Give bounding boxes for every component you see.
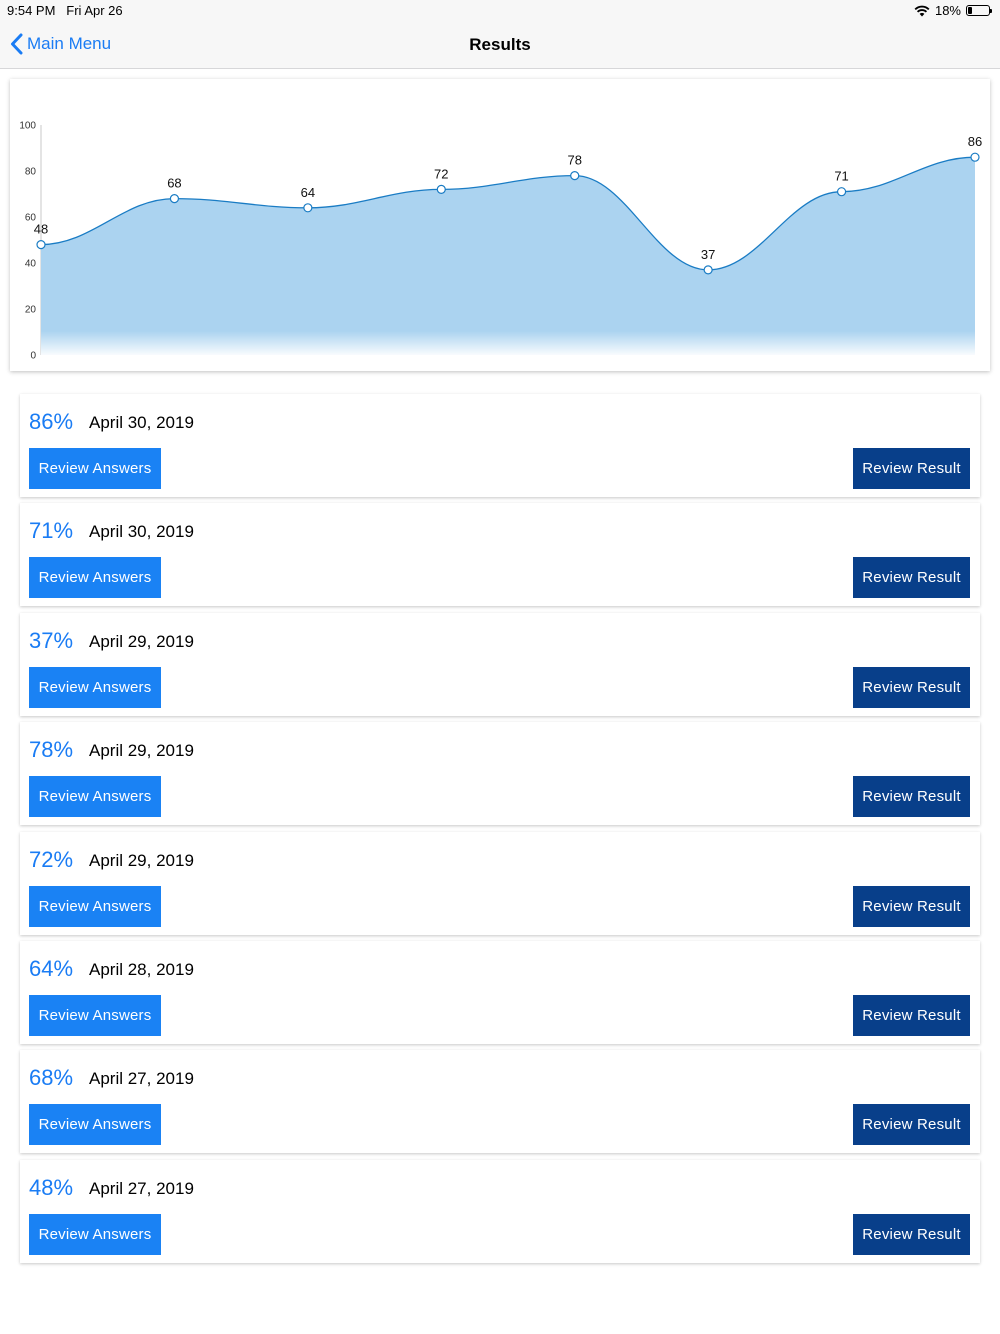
results-chart: 0 20 40 60 80 100 48 68 64 72 78 37 71 86 xyxy=(19,121,982,362)
chart-area-fade xyxy=(41,331,975,357)
review-answers-button[interactable]: Review Answers xyxy=(29,885,161,927)
chart-point xyxy=(703,265,713,275)
chart-data-label: 68 xyxy=(167,176,181,191)
review-result-button[interactable]: Review Result xyxy=(853,1213,970,1255)
chevron-left-icon xyxy=(11,33,23,55)
review-result-button[interactable]: Review Result xyxy=(853,885,970,927)
y-tick-label: 100 xyxy=(19,121,36,132)
result-date: April 29, 2019 xyxy=(89,850,194,870)
chart-data-label: 78 xyxy=(567,153,581,168)
chart-data-label: 72 xyxy=(434,166,448,181)
review-result-button[interactable]: Review Result xyxy=(853,448,970,489)
chart-point xyxy=(436,184,446,195)
wifi-icon xyxy=(914,5,930,16)
back-button[interactable]: Main Menu xyxy=(10,33,111,55)
result-percent: 37% xyxy=(29,627,74,653)
review-answers-button[interactable]: Review Answers xyxy=(29,1104,161,1146)
y-tick-label: 60 xyxy=(25,213,37,224)
chart-data-label: 37 xyxy=(701,247,715,262)
review-answers-button[interactable]: Review Answers xyxy=(29,1213,161,1255)
result-percent: 78% xyxy=(29,737,74,763)
result-date: April 30, 2019 xyxy=(89,522,194,542)
result-date: April 29, 2019 xyxy=(89,741,194,761)
chart-point xyxy=(836,187,847,197)
chart-line xyxy=(40,156,976,271)
result-date: April 30, 2019 xyxy=(89,413,194,432)
result-percent: 71% xyxy=(29,518,74,544)
y-tick-label: 40 xyxy=(25,259,37,270)
status-bar: 9:54 PM Fri Apr 26 18% xyxy=(0,0,1000,22)
y-tick-label: 20 xyxy=(25,305,37,316)
chart-data-label: 48 xyxy=(34,222,48,237)
review-result-button[interactable]: Review Result xyxy=(853,776,970,818)
chart-data-label: 71 xyxy=(834,169,848,184)
review-result-button[interactable]: Review Result xyxy=(853,557,970,599)
result-card: 78% April 29, 2019 Review Answers Review… xyxy=(20,722,980,826)
chart-point xyxy=(970,152,980,162)
result-card: 48% April 27, 2019 Review Answers Review… xyxy=(20,1159,980,1263)
result-date: April 27, 2019 xyxy=(89,1069,194,1089)
result-date: April 28, 2019 xyxy=(89,959,194,979)
battery-percent: 18% xyxy=(934,3,961,18)
battery-icon xyxy=(966,5,992,16)
chart-point xyxy=(303,203,313,213)
result-percent: 86% xyxy=(29,409,74,434)
result-percent: 48% xyxy=(29,1174,74,1200)
review-result-button[interactable]: Review Result xyxy=(853,666,970,708)
result-card: 68% April 27, 2019 Review Answers Review… xyxy=(20,1050,980,1154)
back-button-label: Main Menu xyxy=(27,34,112,53)
result-card: 64% April 28, 2019 Review Answers Review… xyxy=(20,940,980,1044)
status-time: 9:54 PM Fri Apr 26 xyxy=(7,3,123,18)
chart-data-label: 86 xyxy=(968,134,982,149)
y-tick-label: 80 xyxy=(25,167,37,178)
result-percent: 64% xyxy=(29,955,74,981)
chart-point xyxy=(169,193,180,204)
nav-bar: Main Menu Results xyxy=(0,22,1000,69)
review-result-button[interactable]: Review Result xyxy=(853,1104,970,1146)
result-card: 72% April 29, 2019 Review Answers Review… xyxy=(20,831,980,935)
chart-data-label: 64 xyxy=(301,185,315,200)
review-answers-button[interactable]: Review Answers xyxy=(29,776,161,818)
review-answers-button[interactable]: Review Answers xyxy=(29,666,161,708)
result-percent: 68% xyxy=(29,1065,74,1091)
result-date: April 29, 2019 xyxy=(89,631,194,651)
review-result-button[interactable]: Review Result xyxy=(853,994,970,1036)
result-card: 86% April 30, 2019 Review Answers Review… xyxy=(20,394,980,497)
y-tick-label: 0 xyxy=(30,351,36,362)
result-date: April 27, 2019 xyxy=(89,1178,194,1198)
result-card: 71% April 30, 2019 Review Answers Review… xyxy=(20,503,980,607)
page-title: Results xyxy=(469,35,531,54)
review-answers-button[interactable]: Review Answers xyxy=(29,994,161,1036)
review-answers-button[interactable]: Review Answers xyxy=(29,557,161,599)
chart-point xyxy=(36,240,46,250)
results-chart-card: 0 20 40 60 80 100 48 68 64 72 78 37 71 86 xyxy=(10,79,990,371)
review-answers-button[interactable]: Review Answers xyxy=(29,448,161,489)
chart-point xyxy=(570,170,580,181)
result-list: 86% April 30, 2019 Review Answers Review… xyxy=(20,394,980,1269)
result-card: 37% April 29, 2019 Review Answers Review… xyxy=(20,612,980,716)
result-percent: 72% xyxy=(29,846,74,872)
status-right: 18% xyxy=(914,3,992,18)
